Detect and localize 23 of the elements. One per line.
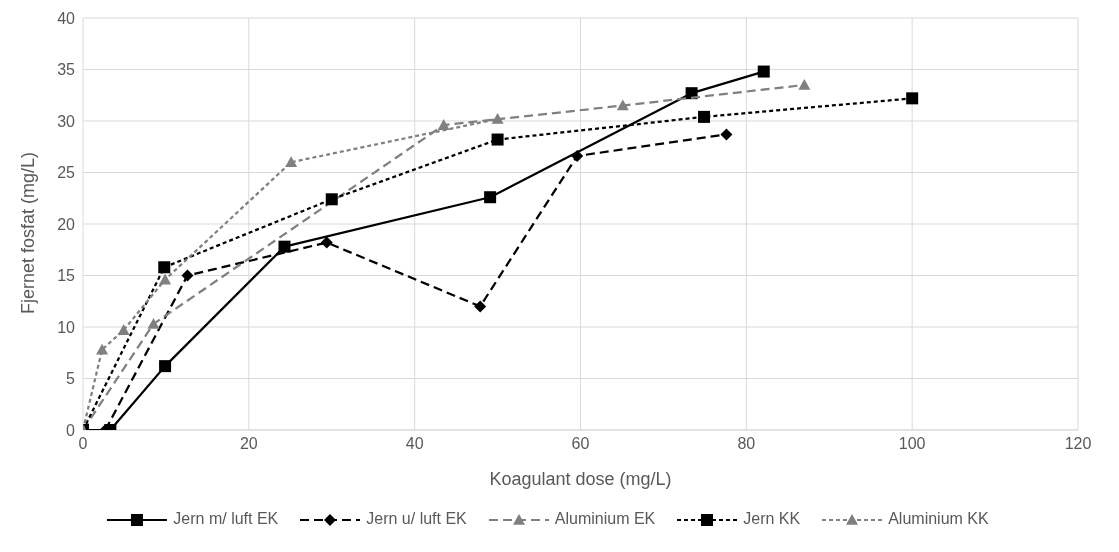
legend-label: Jern u/ luft EK bbox=[365, 510, 467, 528]
x-tick-label: 100 bbox=[898, 435, 926, 453]
y-tick-label: 20 bbox=[57, 215, 76, 233]
y-tick-label: 0 bbox=[66, 421, 76, 439]
y-tick-label: 35 bbox=[57, 61, 76, 79]
y-tick-label: 5 bbox=[66, 370, 76, 388]
legend-label: Aluminium EK bbox=[553, 510, 656, 528]
x-tick-label: 60 bbox=[571, 435, 590, 453]
x-tick-label: 0 bbox=[78, 435, 88, 453]
y-tick-label: 15 bbox=[57, 267, 76, 285]
y-tick-label: 25 bbox=[57, 164, 76, 182]
x-tick-label: 80 bbox=[737, 435, 756, 453]
y-axis-title: Fjernet fosfat (mg/L) bbox=[18, 151, 39, 314]
legend-label: Aluminium KK bbox=[887, 510, 989, 528]
legend-label: Jern m/ luft EK bbox=[172, 510, 279, 528]
y-tick-label: 30 bbox=[57, 112, 76, 130]
x-axis-title: Koagulant dose (mg/L) bbox=[489, 469, 672, 489]
x-tick-label: 20 bbox=[239, 435, 258, 453]
y-tick-label: 40 bbox=[57, 9, 76, 27]
y-tick-label: 10 bbox=[57, 318, 76, 336]
x-tick-label: 40 bbox=[405, 435, 424, 453]
x-tick-label: 120 bbox=[1064, 435, 1092, 453]
legend-label: Jern KK bbox=[742, 510, 801, 528]
